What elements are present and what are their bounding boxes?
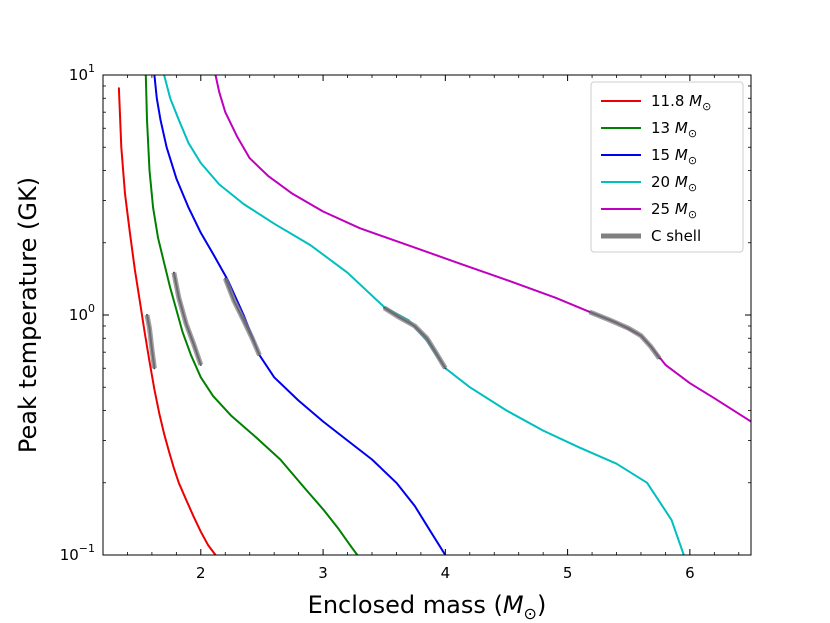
tick-layer: 2 3 4 5 6 10−1 100 101 <box>60 62 751 582</box>
series-line-1 <box>144 75 359 555</box>
legend-label-4: 25 M⊙ <box>651 200 697 221</box>
y-tick-label-0: 10−1 <box>60 542 95 564</box>
y-axis-label: Peak temperature (GK) <box>14 177 42 453</box>
x-tick-label-0: 2 <box>196 564 206 582</box>
legend-label-0: 11.8 M⊙ <box>651 92 711 113</box>
c-shell-layer <box>144 271 662 370</box>
c-shell-segment-3 <box>382 305 448 370</box>
x-tick-label-1: 3 <box>318 564 328 582</box>
c-shell-segment-1 <box>171 272 204 366</box>
x-axis-label: Enclosed mass (M⊙) <box>308 591 547 623</box>
legend: 11.8 M⊙ 13 M⊙ 15 M⊙ 20 M⊙ 25 M⊙ C shell <box>590 81 744 253</box>
legend-label-c-shell: C shell <box>651 227 701 245</box>
legend-label-2: 15 M⊙ <box>651 146 697 167</box>
series-line-4 <box>214 75 751 423</box>
x-tick-label-3: 5 <box>563 564 573 582</box>
x-tick-label-4: 6 <box>685 564 695 582</box>
series-line-0 <box>117 87 217 555</box>
y-tick-label-1: 100 <box>69 302 95 324</box>
legend-label-1: 13 M⊙ <box>651 119 697 140</box>
c-shell-segment-0 <box>144 314 157 369</box>
c-shell-segment-4 <box>588 309 662 360</box>
y-tick-label-2: 101 <box>69 62 95 84</box>
legend-label-3: 20 M⊙ <box>651 173 697 194</box>
c-shell-segment-2 <box>222 277 262 357</box>
x-tick-label-2: 4 <box>441 564 451 582</box>
